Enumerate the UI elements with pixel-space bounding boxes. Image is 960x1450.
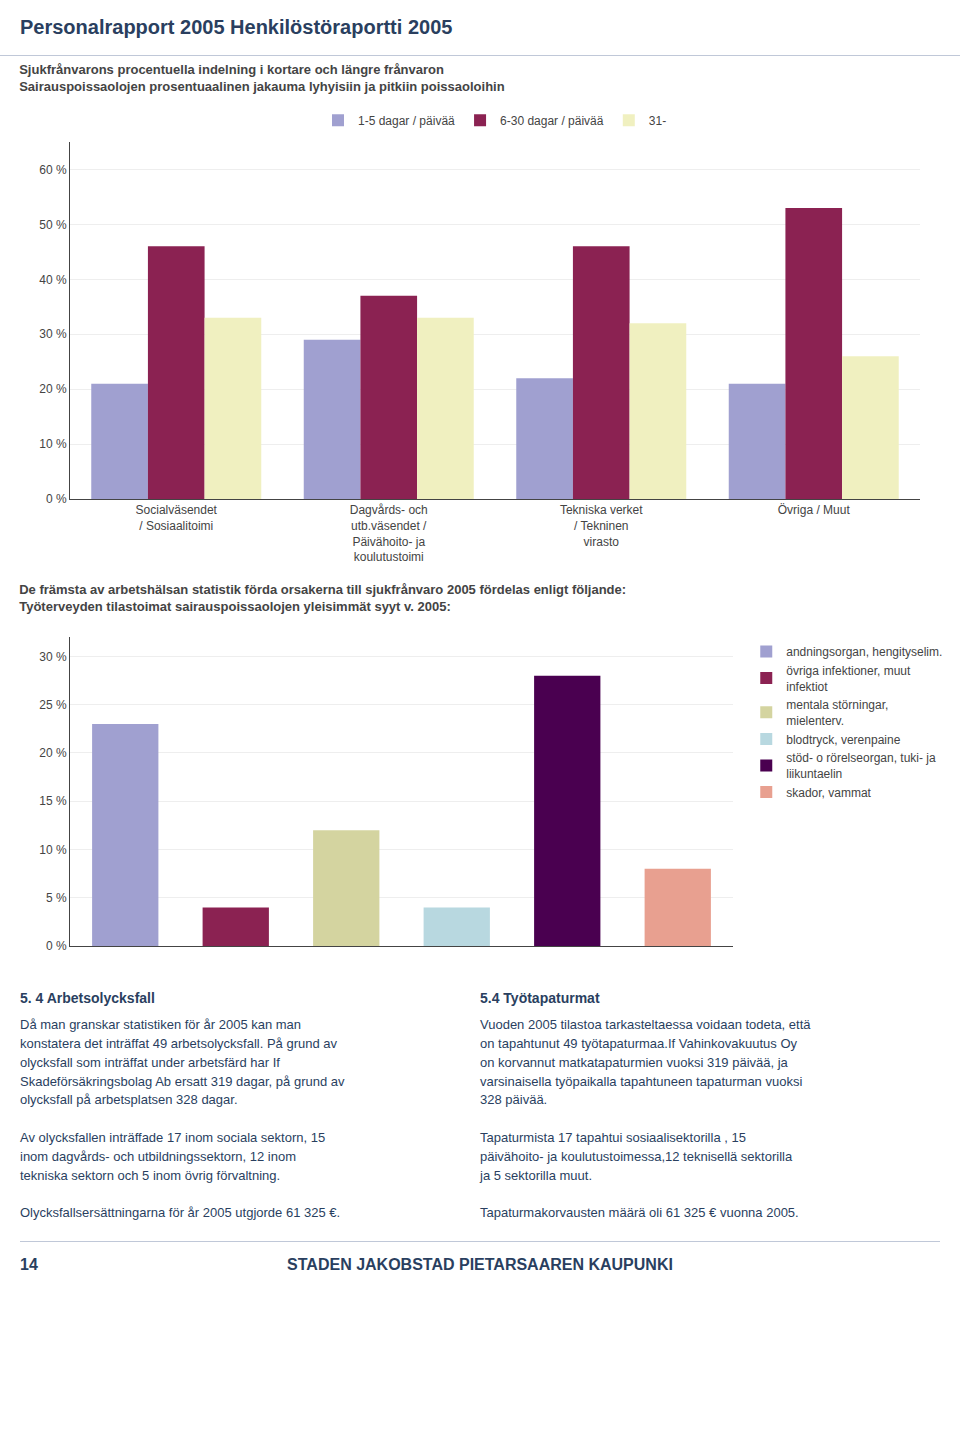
html-text:Då man granskar statistiken fö: Då man granskar statistiken för år 2005 … — [20, 1017, 345, 1221]
svg-text:20 %: 20 % — [39, 382, 67, 396]
svg-text:50 %: 50 % — [39, 218, 67, 232]
svg-text:10 %: 10 % — [39, 843, 67, 857]
svg-text:40 %: 40 % — [39, 273, 67, 287]
svg-text:6-30 dagar / päivää: 6-30 dagar / päivää — [500, 114, 604, 128]
html-text:5. 4 Arbetsolycksfall: 5. 4 Arbetsolycksfall — [20, 990, 155, 1006]
svg-text:0 %: 0 % — [46, 939, 67, 953]
svg-text:20 %: 20 % — [39, 746, 67, 760]
svg-text:övriga infektioner, muutinfekt: övriga infektioner, muutinfektiot — [786, 664, 911, 694]
html-text:Vuoden 2005 tilastoa tarkastel: Vuoden 2005 tilastoa tarkasteltaessa voi… — [480, 1017, 811, 1221]
svg-text:25 %: 25 % — [39, 698, 67, 712]
svg-text:De främsta av arbetshälsan sta: De främsta av arbetshälsan statistik för… — [19, 582, 626, 614]
html-text:14: 14 — [20, 1256, 38, 1274]
svg-text:Tekniska verket/ Tekninenviras: Tekniska verket/ Tekninenvirasto — [560, 503, 643, 548]
svg-text:0 %: 0 % — [46, 492, 67, 506]
svg-text:Dagvårds- ochutb.väsendet /Päi: Dagvårds- ochutb.väsendet /Päivähoito- j… — [350, 503, 428, 564]
svg-text:skador, vammat: skador, vammat — [786, 786, 871, 800]
svg-text:30 %: 30 % — [39, 650, 67, 664]
svg-text:Socialväsendet/ Sosiaalitoimi: Socialväsendet/ Sosiaalitoimi — [136, 503, 218, 533]
svg-text:5 %: 5 % — [46, 891, 67, 905]
svg-text:15 %: 15 % — [39, 794, 67, 808]
svg-text:31-: 31- — [649, 114, 666, 128]
svg-text:60 %: 60 % — [39, 163, 67, 177]
html-text:Personalrapport 2005 Henkilöst: Personalrapport 2005 Henkilöstöraportti … — [20, 16, 453, 38]
svg-text:stöd- o rörelseorgan, tuki- ja: stöd- o rörelseorgan, tuki- jaliikuntael… — [786, 751, 936, 781]
svg-text:andningsorgan, hengityselim.: andningsorgan, hengityselim. — [786, 645, 942, 659]
html-text:STADEN JAKOBSTAD PIETARSAAREN: STADEN JAKOBSTAD PIETARSAAREN KAUPUNKI — [287, 1256, 673, 1274]
html-text:5.4 Työtapaturmat: 5.4 Työtapaturmat — [480, 990, 600, 1006]
svg-text:30 %: 30 % — [39, 327, 67, 341]
svg-text:Sjukfrånvarons procentuella in: Sjukfrånvarons procentuella indelning i … — [19, 62, 505, 94]
svg-text:1-5 dagar / päivää: 1-5 dagar / päivää — [358, 114, 455, 128]
svg-text:mentala störningar,mielenterv.: mentala störningar,mielenterv. — [786, 698, 888, 728]
svg-text:blodtryck, verenpaine: blodtryck, verenpaine — [786, 733, 900, 747]
svg-text:10 %: 10 % — [39, 437, 67, 451]
svg-text:Övriga / Muut: Övriga / Muut — [778, 503, 851, 517]
